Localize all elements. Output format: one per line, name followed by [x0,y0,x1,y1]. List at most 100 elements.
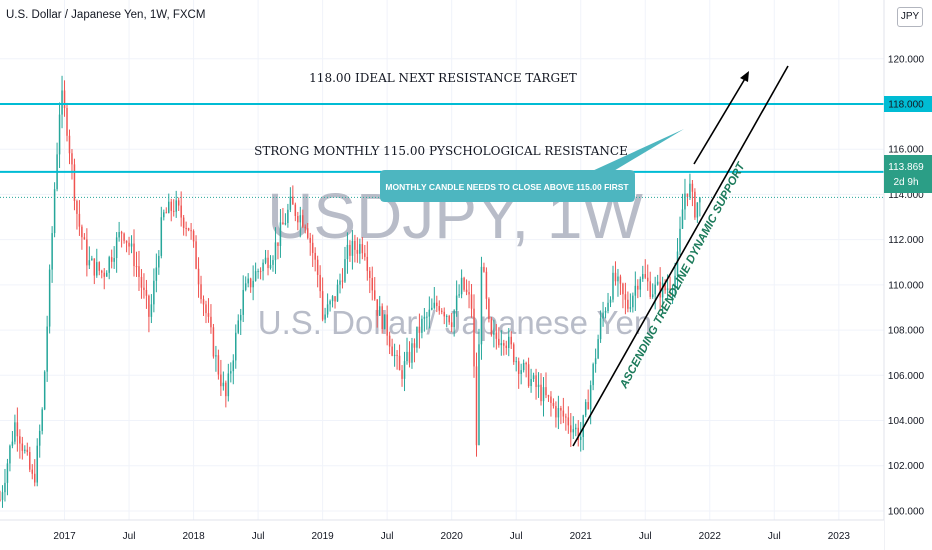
candle-body [287,209,289,223]
candle-body [143,287,145,291]
candle-body [48,269,51,327]
projection-arrow[interactable] [693,71,749,165]
candle-body [165,212,168,214]
candle-body [619,276,622,284]
time-axis[interactable]: 2017 Jul 2018 Jul 2019 Jul 2020 Jul 2021 Jul 2022 J… [0,519,884,550]
candle-body [81,226,83,238]
candle-body [565,416,567,418]
candle-body [334,296,336,302]
time-tick-label: 2020 [441,531,464,542]
candle-body [277,242,279,246]
candle-body [51,233,53,270]
candle-body [614,272,617,282]
candle-body [498,338,500,346]
candle-body [656,281,659,285]
candle-body [1,492,4,500]
candle-body [470,294,473,309]
candle-body [550,396,552,403]
candle-body [284,222,287,225]
candle-body [239,314,242,321]
candle-body [128,242,130,247]
candle-body [535,375,537,387]
candle-body [584,402,587,416]
candle-body [96,262,98,276]
candle-body [388,335,391,347]
candle-body [401,370,403,379]
candle-body [11,441,14,446]
candle-body [130,243,133,247]
candle-body [180,205,182,218]
time-tick-label: 2018 [182,531,205,542]
candle-body [396,354,398,356]
candle-body [587,402,589,410]
level-axis-tag [884,96,932,112]
callout-box[interactable]: MONTHLY CANDLE NEEDS TO CLOSE ABOVE 115.… [380,129,684,202]
candle-body [421,318,423,333]
candle-body [101,270,103,273]
candle-body [58,114,61,155]
candle-body [637,285,639,290]
candle-body [98,262,101,271]
candle-body [575,427,577,430]
candle-body [468,292,470,295]
candle-body [661,282,664,298]
candle-body [289,196,292,210]
candle-body [562,410,565,417]
candle-body [555,406,557,418]
time-tick-label: 2017 [53,531,76,542]
candle-body [177,200,180,206]
candle-body [103,272,105,277]
candle-body [696,202,699,218]
candle-body [259,271,262,273]
candle-body [24,449,26,451]
time-tick-label: 2021 [570,531,593,542]
candle-body [686,193,689,198]
candle-body [21,443,24,451]
candle-body [148,295,150,317]
candle-body [232,360,235,372]
candle-body [512,344,515,363]
candle-body [515,361,517,363]
candle-body [433,302,436,308]
candle-body [192,231,195,242]
candle-body [292,196,294,205]
candle-body [530,378,532,387]
candle-body [691,183,694,192]
price-axis[interactable]: 100.000 102.000 104.000 106.000 108.000 110.0… [883,0,932,550]
candle-body [46,326,48,372]
candle-body [398,355,401,371]
candle-body [369,270,371,279]
candle-body [43,371,46,410]
time-tick-label: Jul [510,531,523,542]
candle-body [495,332,498,339]
candle-body [577,427,579,440]
candle-body [443,311,445,317]
candle-body [118,232,120,238]
candle-body [53,189,56,234]
candle-body [376,299,378,316]
trendline-support[interactable] [572,65,789,447]
time-tick-label: 2022 [699,531,722,542]
candle-body [654,284,656,295]
candle-body [532,375,535,379]
candle-body [455,295,458,311]
candle-body [26,449,29,453]
candle-body [679,228,681,252]
candle-body [158,255,160,268]
candle-body [547,395,550,397]
candle-body [431,307,433,310]
currency-badge[interactable]: JPY [897,7,923,27]
candle-body [689,183,691,198]
time-tick-label: Jul [768,531,781,542]
candle-body [195,241,197,269]
candle-body [408,351,411,363]
annotation-resistance-118: 118.00 IDEAL NEXT RESISTANCE TARGET [309,71,577,85]
candle-body [145,290,148,296]
candle-body [485,271,488,299]
candle-body [453,310,455,328]
candle-body [252,280,254,288]
candle-body [269,264,272,269]
time-axis-bg [0,520,884,550]
candle-body [264,257,267,263]
